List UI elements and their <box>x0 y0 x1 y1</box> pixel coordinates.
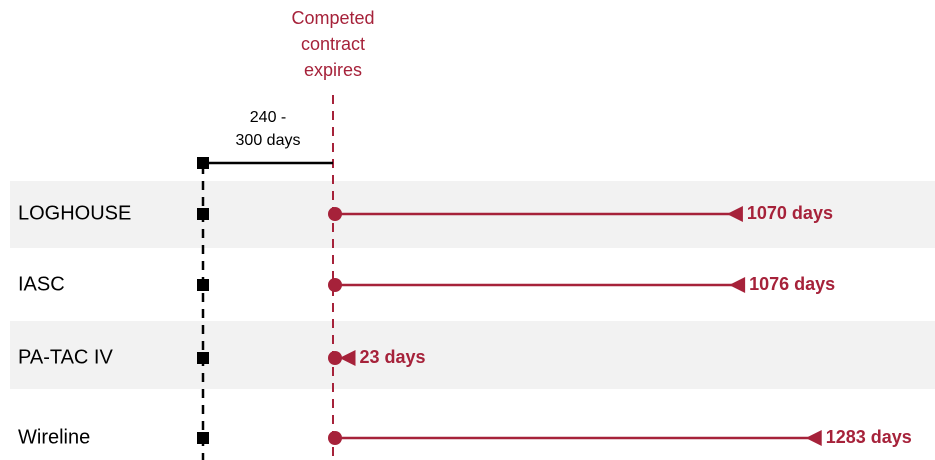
start-marker <box>197 352 209 364</box>
start-dot <box>328 351 342 365</box>
arrowhead <box>726 206 743 222</box>
start-marker <box>197 279 209 291</box>
annotation: Competed <box>291 8 374 28</box>
row-label: PA-TAC IV <box>18 346 113 368</box>
bracket-label: 240 - <box>250 109 286 126</box>
start-dot <box>328 431 342 445</box>
bracket-label: 300 days <box>236 132 301 149</box>
start-dot <box>328 207 342 221</box>
row-band <box>10 321 935 389</box>
start-dot <box>328 278 342 292</box>
value-label: 1070 days <box>747 203 833 223</box>
annotation: expires <box>304 60 362 80</box>
arrowhead <box>339 350 356 366</box>
bracket-marker <box>197 157 209 169</box>
arrowhead <box>805 430 822 446</box>
start-marker <box>197 432 209 444</box>
arrowhead <box>729 277 746 293</box>
value-label: 23 days <box>360 347 426 367</box>
row-label: LOGHOUSE <box>18 202 131 224</box>
value-label: 1076 days <box>749 274 835 294</box>
value-label: 1283 days <box>826 427 912 447</box>
annotation: contract <box>301 34 365 54</box>
row-label: Wireline <box>18 426 90 448</box>
start-marker <box>197 208 209 220</box>
row-label: IASC <box>18 273 65 295</box>
